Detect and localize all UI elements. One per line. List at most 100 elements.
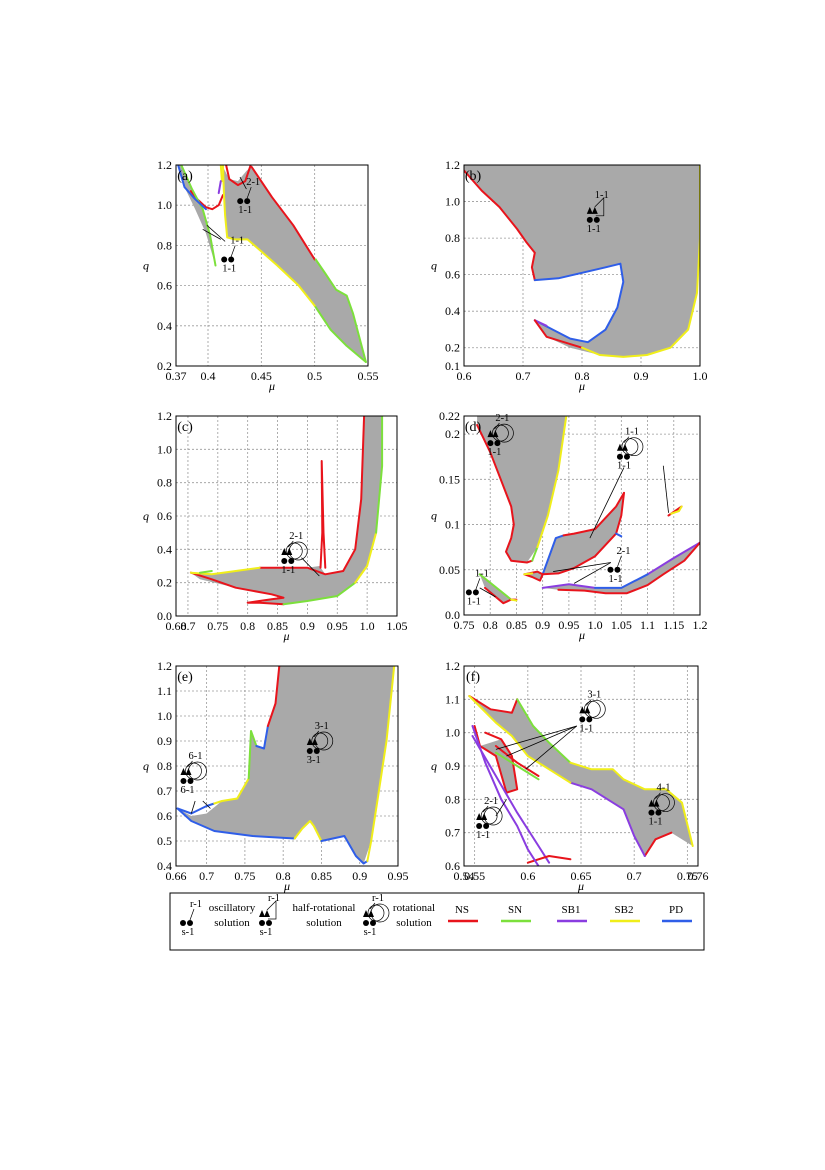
curve-sn	[375, 416, 384, 534]
y-tick-label: 0.4	[157, 859, 172, 873]
x-tick-label: 0.7	[516, 369, 531, 383]
x-tick-label: 0.55	[358, 369, 379, 383]
curve-sn	[247, 730, 258, 780]
y-tick-label: 0.0	[157, 609, 172, 623]
legend-line-label: SB2	[615, 904, 634, 916]
pendulum-triangle	[487, 430, 494, 438]
curve-sb1	[533, 319, 548, 327]
pendulum-triangle	[259, 910, 265, 917]
annotation-pointer	[202, 228, 221, 240]
annotation-top-label: 4-1	[656, 783, 670, 794]
legend: r-1 s-1 oscillatory solution r-1 s-1 half-rota…	[169, 892, 705, 951]
curve-ns	[468, 695, 519, 714]
curve-sb2	[581, 165, 700, 358]
pendulum-dot	[221, 256, 228, 263]
annotation-bottom-label: 1-1	[617, 461, 631, 472]
stable-region	[221, 165, 366, 362]
x-tick-label: 0.45	[251, 369, 272, 383]
annotation: 3-1 3-1	[306, 721, 334, 766]
pendulum-dot	[180, 778, 187, 784]
legend-line-label: PD	[669, 904, 683, 916]
annotation-bottom-label: s-1	[182, 927, 195, 938]
curve-sb2	[510, 598, 518, 602]
annotation: 2-1 1-1	[281, 531, 320, 577]
y-tick-label: 0.8	[445, 792, 460, 806]
y-tick-label: 0.2	[157, 359, 172, 373]
x-tick-label: 0.85	[267, 619, 288, 633]
half-rotation-path	[266, 900, 277, 920]
panel-label: (b)	[465, 169, 482, 184]
annotation: 6-1 6-1	[180, 751, 211, 814]
plot-frame	[175, 164, 369, 367]
curve-sb2	[468, 695, 572, 784]
x-tick-label: 0.85	[506, 618, 527, 632]
y-tick-label: 0.6	[445, 268, 460, 282]
pendulum-dot	[288, 558, 295, 564]
annotation: 1-1 1-1	[586, 190, 609, 235]
annotation-top-label: 2-1	[616, 546, 630, 557]
pendulum-dot	[180, 920, 186, 926]
legend-type-label: rotational	[393, 902, 435, 914]
y-tick-label: 0.7	[157, 784, 172, 798]
pendulum-triangle	[306, 738, 313, 745]
curve-sb2	[670, 505, 683, 515]
x-tick-label: 0.54	[454, 869, 475, 883]
annotation-top-label: 1-1	[595, 190, 609, 201]
y-tick-label: 0.05	[439, 563, 460, 577]
curve-pd	[177, 165, 207, 211]
pendulum-triangle	[616, 443, 623, 451]
annotation-bottom-label: 1-1	[238, 205, 252, 216]
pendulum-dot	[266, 920, 272, 926]
x-tick-label: 0.95	[388, 869, 409, 883]
y-tick-label: 0.6	[157, 509, 172, 523]
label-leader	[187, 760, 193, 768]
annotation-top-label: 2-1	[495, 413, 509, 424]
y-tick-label: 1.2	[445, 659, 460, 673]
plot-frame	[175, 665, 399, 867]
label-leader	[313, 730, 320, 738]
legend-type-label: oscillatory	[209, 902, 256, 914]
curve-ns	[464, 169, 536, 282]
annotation-top-label: 2-1	[289, 531, 303, 542]
panel-label: (f)	[466, 670, 480, 685]
plot-content	[464, 165, 700, 358]
rotation-circle	[483, 806, 503, 826]
label-leader	[288, 540, 294, 548]
curve-sb2	[219, 165, 223, 183]
pendulum-dot	[607, 566, 614, 573]
pendulum-triangle	[281, 548, 288, 555]
x-tick-label: 0.9	[300, 619, 315, 633]
pendulum-dot	[614, 566, 621, 573]
annotation-bottom-label: 3-1	[307, 755, 321, 766]
annotation-bottom-label: 1-1	[648, 817, 662, 828]
y-tick-label: 1.0	[157, 709, 172, 723]
y-tick-label: 0.8	[157, 476, 172, 490]
plot-frame	[463, 665, 699, 867]
annotation-pointer	[495, 799, 507, 817]
y-tick-label: 0.2	[445, 427, 460, 441]
x-tick-label: 0.9	[352, 869, 367, 883]
pendulum-dot	[306, 748, 313, 754]
y-tick-label: 0.6	[157, 809, 172, 823]
y-tick-label: 0.2	[445, 341, 460, 355]
panel-label: (d)	[465, 420, 482, 435]
plot-content	[177, 165, 367, 363]
panel-4: 0.66 0.7 0.75 0.8 0.85 0.9 0.95 0.4 0.5 0.6 0.7 0.8…	[143, 659, 409, 893]
x-tick-label: 0.9	[634, 369, 649, 383]
curve-ns	[533, 319, 583, 349]
label-leader	[369, 902, 376, 910]
legend-type-label: solution	[306, 917, 342, 929]
x-tick-label: 1.05	[611, 618, 632, 632]
annotation-top-label: 3-1	[315, 721, 329, 732]
x-tick-label: 0.5	[307, 369, 322, 383]
x-tick-label: 1.15	[663, 618, 684, 632]
x-tick-label: 1.0	[360, 619, 375, 633]
x-tick-label: 0.6	[520, 869, 535, 883]
x-tick-label: 0.8	[240, 619, 255, 633]
y-tick-label: 1.0	[445, 726, 460, 740]
curve-sb2	[569, 761, 694, 847]
y-tick-label: 1.0	[445, 195, 460, 209]
x-tick-label: 0.8	[276, 869, 291, 883]
pendulum-triangle	[648, 799, 655, 807]
x-tick-label: 0.75	[207, 619, 228, 633]
